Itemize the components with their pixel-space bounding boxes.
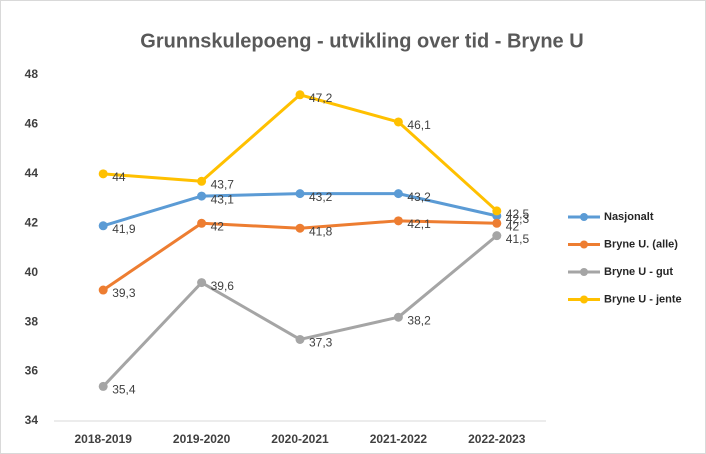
y-tick-label: 38: [25, 314, 39, 328]
y-tick-label: 44: [25, 166, 39, 180]
data-label: 47,2: [309, 91, 333, 105]
chart-title: Grunnskulepoeng - utvikling over tid - B…: [140, 30, 583, 52]
data-point: [393, 216, 403, 226]
data-point: [393, 117, 403, 127]
x-tick-label: 2019-2020: [173, 432, 231, 446]
data-point: [295, 334, 305, 344]
y-tick-label: 46: [25, 117, 39, 131]
data-label: 42: [506, 219, 520, 233]
data-label: 41,9: [112, 222, 136, 236]
x-tick-label: 2018-2019: [75, 432, 133, 446]
data-label: 44: [112, 170, 126, 184]
x-tick-label: 2021-2022: [370, 432, 428, 446]
data-label: 37,3: [309, 336, 333, 350]
data-point: [98, 169, 108, 179]
data-point: [98, 381, 108, 391]
data-point: [393, 189, 403, 199]
y-tick-label: 48: [25, 67, 39, 81]
data-label: 42,1: [407, 217, 431, 231]
data-point: [295, 189, 305, 199]
data-point: [197, 278, 207, 288]
data-label: 38,2: [407, 313, 431, 327]
y-tick-label: 42: [25, 215, 39, 229]
data-point: [98, 285, 108, 295]
data-point: [393, 312, 403, 322]
data-label: 39,6: [211, 279, 235, 293]
data-label: 41,8: [309, 224, 333, 238]
legend-label: Bryne U - jente: [604, 293, 682, 305]
data-label: 43,1: [211, 192, 235, 206]
data-label: 46,1: [407, 118, 431, 132]
legend-label: Bryne U. (alle): [604, 238, 678, 250]
y-tick-label: 40: [25, 265, 39, 279]
data-point: [492, 231, 502, 241]
data-point: [197, 218, 207, 228]
data-label: 42,5: [506, 207, 530, 221]
legend-label: Bryne U - gut: [604, 266, 673, 278]
legend-marker: [580, 213, 588, 221]
data-label: 42,3: [506, 212, 530, 226]
data-point: [197, 191, 207, 201]
x-tick-label: 2022-2023: [468, 432, 526, 446]
legend-marker: [580, 240, 588, 249]
data-point: [197, 176, 207, 186]
data-point: [98, 221, 108, 231]
y-tick-label: 36: [25, 364, 39, 378]
x-tick-label: 2020-2021: [271, 432, 329, 446]
data-point: [492, 206, 502, 216]
data-point: [295, 223, 305, 233]
data-label: 43,2: [407, 190, 431, 204]
data-label: 35,4: [112, 383, 136, 397]
data-label: 43,7: [211, 177, 235, 191]
y-tick-label: 34: [25, 413, 39, 427]
legend-marker: [580, 268, 588, 276]
data-label: 43,2: [309, 190, 333, 204]
data-label: 41,5: [506, 232, 530, 246]
legend-marker: [580, 295, 588, 304]
data-point: [492, 218, 502, 228]
data-label: 39,3: [112, 286, 136, 300]
data-point: [295, 90, 305, 100]
legend-label: Nasjonalt: [604, 211, 654, 223]
data-label: 42: [211, 219, 225, 233]
